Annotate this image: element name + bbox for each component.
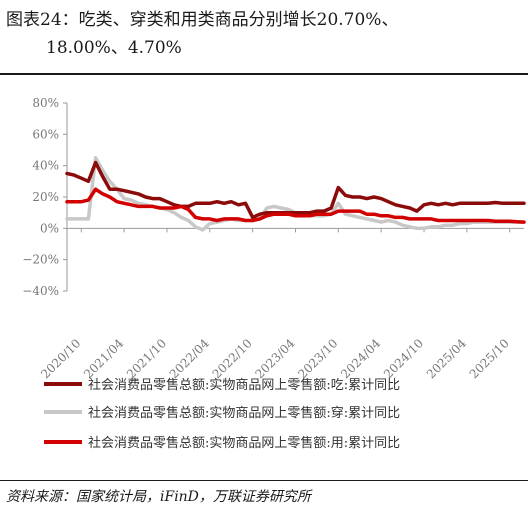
- title-line-1: 图表24：吃类、穿类和用类商品分别增长20.70%、: [6, 10, 399, 30]
- y-tick-label: −20%: [22, 253, 59, 267]
- x-axis: 2020/102021/042021/102022/042022/102023/…: [38, 227, 524, 381]
- x-tick-label: 2025/10: [467, 336, 512, 381]
- legend: 社会消费品零售总额:实物商品网上零售额:吃:累计同比社会消费品零售总额:实物商品…: [44, 377, 400, 451]
- x-tick-label: 2023/10: [295, 336, 340, 381]
- page-title: 图表24：吃类、穿类和用类商品分别增长20.70%、 18.00%、4.70%: [6, 6, 522, 62]
- line-chart: −40%−20%0%20%40%60%80% 2020/102021/04202…: [22, 96, 526, 451]
- legend-label-1: 社会消费品零售总额:实物商品网上零售额:穿:累计同比: [88, 405, 400, 421]
- y-tick-label: 0%: [40, 221, 59, 235]
- y-tick-label: −40%: [22, 284, 59, 298]
- y-tick-label: 60%: [32, 127, 59, 141]
- source-divider: [0, 480, 528, 481]
- x-tick-label: 2021/04: [81, 336, 126, 381]
- x-tick-label: 2024/04: [338, 336, 383, 381]
- legend-label-2: 社会消费品零售总额:实物商品网上零售额:用:累计同比: [88, 435, 400, 451]
- x-tick-label: 2025/04: [424, 336, 469, 381]
- y-tick-label: 40%: [32, 159, 59, 173]
- series-lines: [65, 156, 526, 232]
- y-tick-label: 20%: [32, 190, 59, 204]
- series-line-2: [65, 187, 526, 224]
- x-tick-label: 2020/10: [38, 336, 83, 381]
- x-tick-label: 2022/04: [167, 336, 212, 381]
- y-axis: −40% −20% 0% 20% 40% 60% 80%: [22, 96, 68, 298]
- x-tick-label: 2024/10: [381, 336, 426, 381]
- x-tick-label: 2023/04: [252, 336, 297, 381]
- x-tick-label: 2022/10: [210, 336, 255, 381]
- y-tick-label: 80%: [32, 96, 59, 110]
- x-tick-label: 2021/10: [124, 336, 169, 381]
- series-line-0: [65, 160, 526, 220]
- title-divider: [0, 73, 528, 75]
- legend-label-0: 社会消费品零售总额:实物商品网上零售额:吃:累计同比: [88, 377, 400, 393]
- source-note: 资料来源：国家统计局，iFinD，万联证券研究所: [6, 489, 311, 505]
- title-line-2: 18.00%、4.70%: [46, 38, 182, 58]
